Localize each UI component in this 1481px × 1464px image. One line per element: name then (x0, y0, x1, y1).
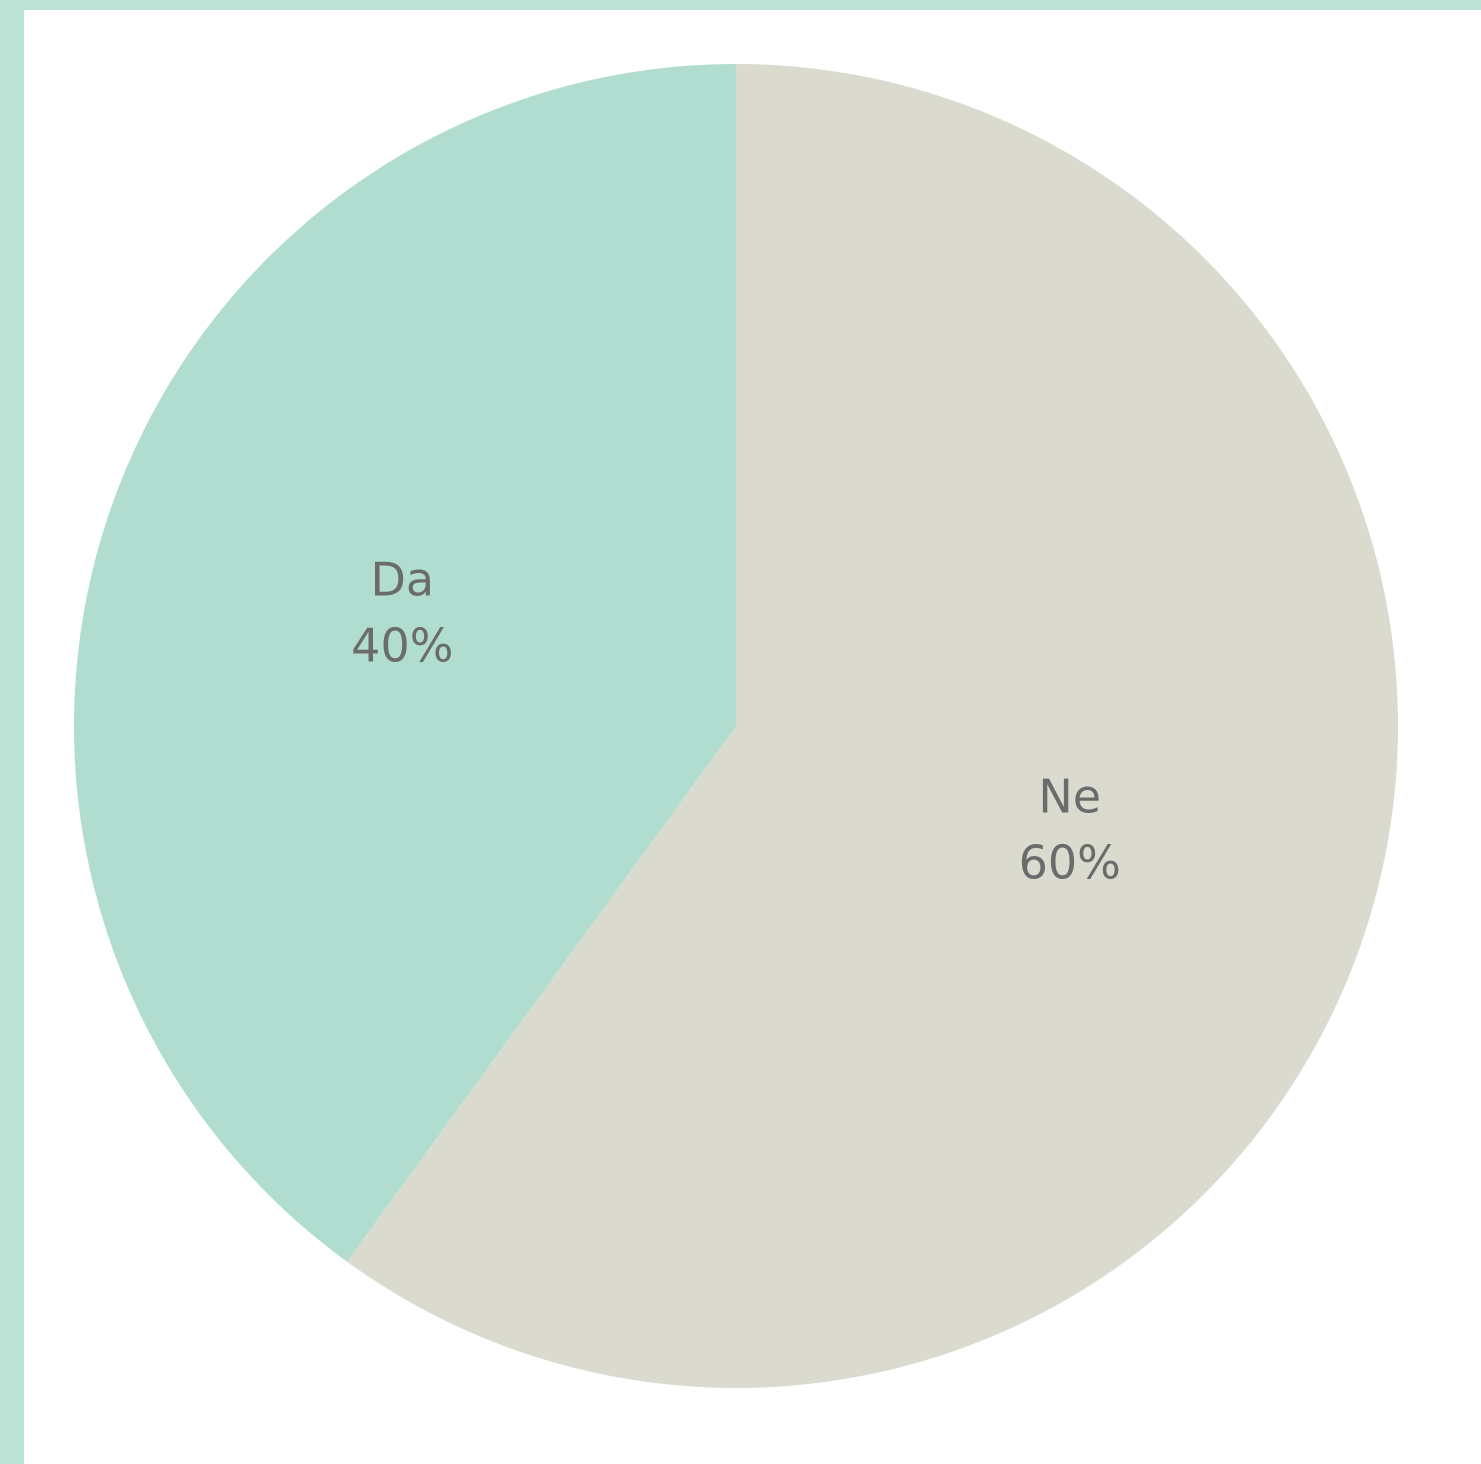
pie-labels: Ne 60% Da 40% (351, 553, 1121, 890)
pie-slice-ne (346, 64, 1399, 1389)
slice-label-da: Da (371, 553, 435, 607)
slice-label-ne: Ne (1038, 769, 1101, 823)
slice-value-ne: 60% (1019, 835, 1121, 889)
pie-slice-da (74, 64, 737, 1262)
pie-slices (74, 64, 1399, 1389)
slice-value-da: 40% (351, 619, 453, 673)
